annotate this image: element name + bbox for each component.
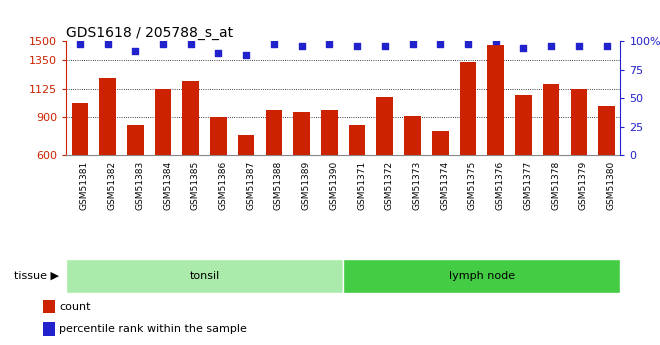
Point <box>574 43 584 49</box>
Bar <box>71 104 88 155</box>
Bar <box>543 85 560 155</box>
Text: GSM51376: GSM51376 <box>496 160 505 210</box>
Point <box>352 43 362 49</box>
Bar <box>570 89 587 155</box>
Point <box>601 43 612 49</box>
Point <box>518 46 529 51</box>
Bar <box>43 300 55 313</box>
Point <box>490 39 501 44</box>
Point <box>269 41 279 47</box>
Point <box>379 43 390 49</box>
Text: GSM51382: GSM51382 <box>108 160 117 209</box>
Bar <box>459 62 477 155</box>
Text: tissue ▶: tissue ▶ <box>15 271 59 281</box>
Text: GSM51379: GSM51379 <box>579 160 588 210</box>
Bar <box>66 259 343 293</box>
Bar <box>154 89 172 155</box>
Bar <box>348 125 366 155</box>
Bar <box>43 322 55 336</box>
Text: GSM51388: GSM51388 <box>274 160 283 210</box>
Bar <box>432 131 449 155</box>
Text: percentile rank within the sample: percentile rank within the sample <box>59 324 248 334</box>
Text: GDS1618 / 205788_s_at: GDS1618 / 205788_s_at <box>66 26 233 40</box>
Point <box>75 41 85 47</box>
Point <box>324 41 335 47</box>
Point <box>407 41 418 47</box>
Text: GSM51378: GSM51378 <box>551 160 560 210</box>
Point <box>102 41 113 47</box>
Text: GSM51377: GSM51377 <box>523 160 533 210</box>
Text: GSM51380: GSM51380 <box>607 160 616 210</box>
Bar <box>99 78 116 155</box>
Text: GSM51372: GSM51372 <box>385 160 394 209</box>
Text: GSM51375: GSM51375 <box>468 160 477 210</box>
Text: tonsil: tonsil <box>189 271 220 281</box>
Bar <box>487 45 504 155</box>
Point <box>435 41 446 47</box>
Bar <box>210 117 227 155</box>
Text: GSM51387: GSM51387 <box>246 160 255 210</box>
Point <box>296 43 307 49</box>
Point <box>213 50 224 56</box>
Point <box>546 43 556 49</box>
Text: GSM51385: GSM51385 <box>191 160 200 210</box>
Text: GSM51389: GSM51389 <box>302 160 311 210</box>
Bar <box>376 97 393 155</box>
Point <box>463 41 473 47</box>
Bar <box>127 125 144 155</box>
Text: GSM51374: GSM51374 <box>440 160 449 209</box>
Text: count: count <box>59 302 91 312</box>
Bar <box>321 110 338 155</box>
Bar <box>265 110 282 155</box>
Bar <box>343 259 620 293</box>
Point <box>130 48 141 53</box>
Text: GSM51381: GSM51381 <box>80 160 89 210</box>
Text: GSM51373: GSM51373 <box>412 160 422 210</box>
Text: GSM51386: GSM51386 <box>218 160 228 210</box>
Bar <box>293 112 310 155</box>
Text: GSM51371: GSM51371 <box>357 160 366 210</box>
Bar <box>515 95 532 155</box>
Point <box>158 41 168 47</box>
Point <box>185 41 196 47</box>
Bar <box>238 135 255 155</box>
Text: GSM51383: GSM51383 <box>135 160 145 210</box>
Text: GSM51384: GSM51384 <box>163 160 172 209</box>
Bar <box>598 106 615 155</box>
Bar <box>404 116 421 155</box>
Bar <box>182 81 199 155</box>
Point <box>241 52 251 58</box>
Text: GSM51390: GSM51390 <box>329 160 339 210</box>
Text: lymph node: lymph node <box>449 271 515 281</box>
